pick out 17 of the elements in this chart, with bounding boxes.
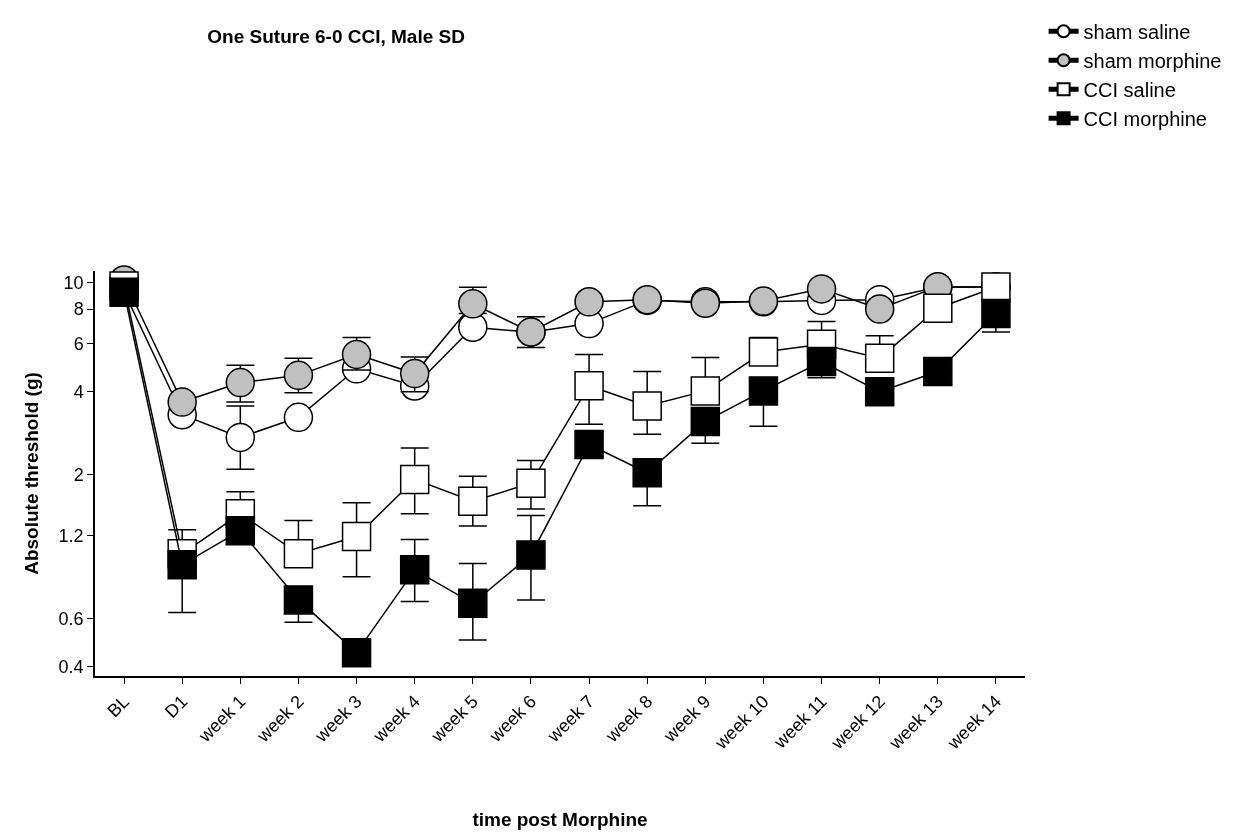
y-tick-label: 4 xyxy=(73,382,84,403)
x-tick-label: D1 xyxy=(160,691,192,722)
y-tick-label: 8 xyxy=(73,299,84,320)
x-axis-title: time post Morphine xyxy=(472,808,648,830)
legend-label: sham saline xyxy=(1083,21,1191,44)
legend-label: CCI morphine xyxy=(1083,108,1207,131)
y-tick-label: 6 xyxy=(73,333,84,354)
y-tick-label: 1.2 xyxy=(58,525,84,546)
chart-title: One Suture 6-0 CCI, Male SD xyxy=(207,25,465,47)
y-tick-label: 10 xyxy=(63,272,84,293)
legend-label: CCI saline xyxy=(1083,79,1176,102)
y-tick-label: 0.4 xyxy=(58,656,84,677)
y-tick-label: 0.6 xyxy=(58,608,84,629)
legend-label: sham morphine xyxy=(1083,50,1222,73)
x-tick-label: BL xyxy=(103,691,134,722)
y-tick-label: 2 xyxy=(73,464,84,485)
y-axis-title: Absolute threshold (g) xyxy=(20,372,42,575)
